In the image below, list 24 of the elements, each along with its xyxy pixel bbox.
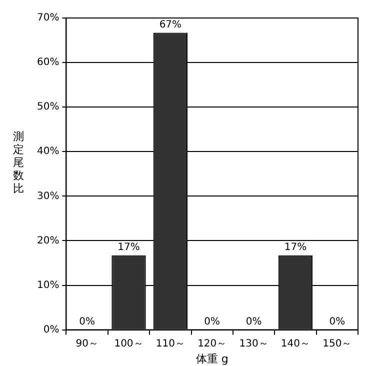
y-tick-label: 50% — [36, 102, 60, 113]
data-label: 0% — [204, 316, 220, 328]
y-tick-label: 70% — [36, 12, 60, 24]
data-label: 0% — [79, 316, 96, 328]
y-tick-label: 10% — [36, 280, 60, 291]
x-tick-label: 100～ — [114, 338, 144, 350]
x-tick-label: 120～ — [198, 338, 227, 350]
y-tick-label: 40% — [36, 146, 60, 158]
data-label: 0% — [246, 316, 262, 328]
x-axis-title: 体重 g — [196, 352, 228, 366]
x-tick-label: 140～ — [280, 338, 310, 350]
data-label: 17% — [284, 242, 307, 254]
y-tick-label: 0% — [43, 324, 60, 336]
data-label: 17% — [118, 242, 140, 254]
y-tick-label: 30% — [36, 190, 60, 202]
x-tick-label: 110～ — [156, 338, 185, 350]
y-tick-label: 60% — [36, 57, 60, 68]
x-tick-label: 150～ — [322, 338, 352, 350]
y-axis-title: 測定尾数比 — [12, 130, 25, 195]
x-tick-label: 130～ — [239, 338, 268, 350]
y-tick-label: 20% — [36, 235, 60, 246]
data-label: 0% — [329, 316, 346, 328]
x-tick-label: 90～ — [76, 338, 98, 350]
data-label: 67% — [159, 19, 182, 30]
